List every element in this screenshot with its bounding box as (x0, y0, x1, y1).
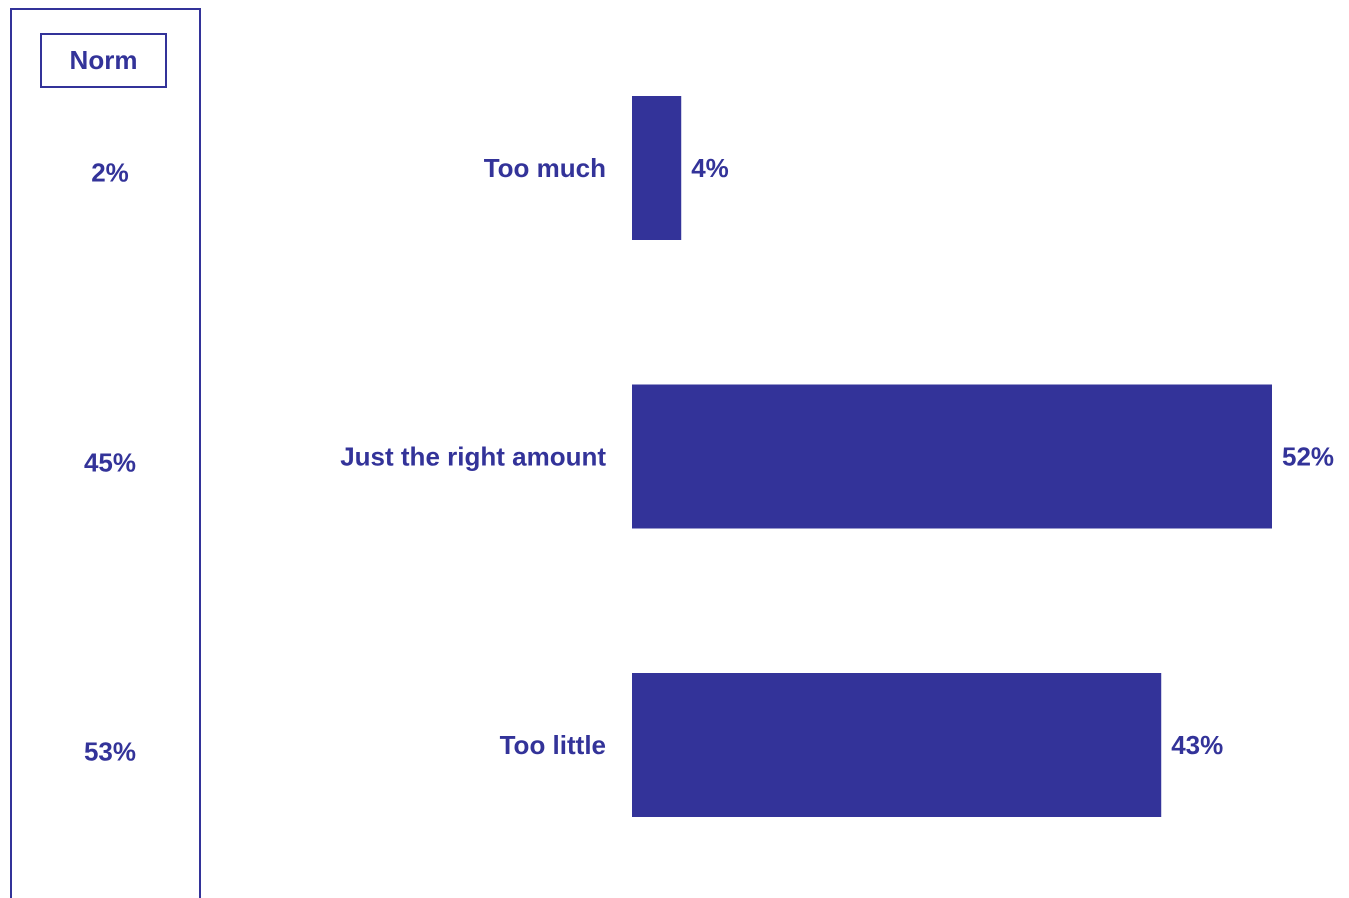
value-label-too-little: 43% (1171, 730, 1223, 760)
norm-value-just-right: 45% (83, 447, 137, 478)
norm-value-too-little: 53% (83, 736, 137, 767)
bar-too-little (632, 673, 1162, 817)
norm-value-too-much: 2% (91, 157, 129, 188)
bar-too-much (632, 96, 682, 240)
value-label-too-much: 4% (691, 153, 729, 183)
category-label-just-the-right-amount: Just the right amount (340, 442, 606, 472)
value-label-just-the-right-amount: 52% (1282, 442, 1334, 472)
norm-panel (10, 8, 201, 898)
category-label-too-little: Too little (500, 730, 606, 760)
category-label-too-much: Too much (484, 153, 606, 183)
bar-just-the-right-amount (632, 384, 1272, 529)
norm-header: Norm (40, 33, 167, 88)
